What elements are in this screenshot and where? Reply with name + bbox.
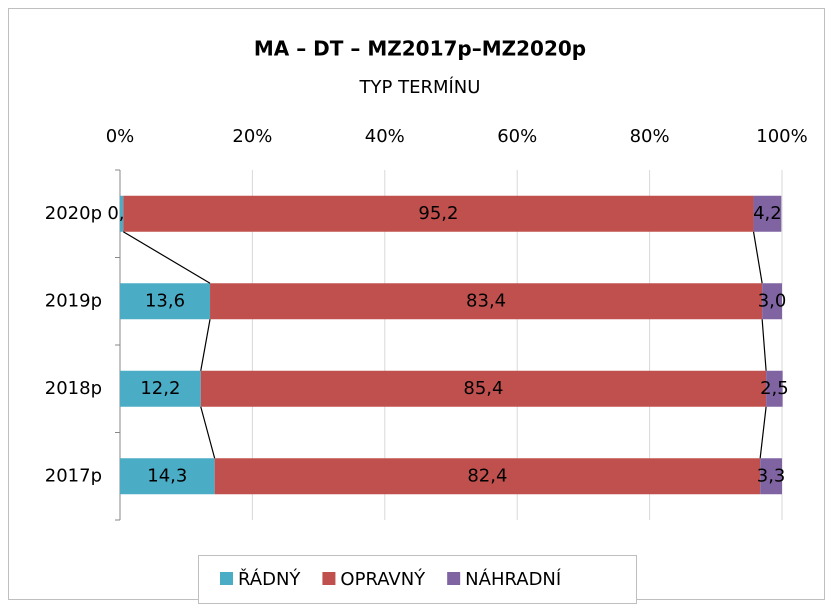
- bar-segment: [120, 283, 211, 320]
- legend-box: [198, 555, 637, 604]
- value-label: 3,0: [758, 290, 787, 311]
- legend-swatch: [220, 572, 233, 585]
- legend-label: OPRAVNÝ: [340, 568, 426, 590]
- value-label: 4,2: [753, 203, 782, 224]
- bar-segment: [210, 283, 763, 320]
- value-label: 95,2: [418, 203, 458, 224]
- legend-label: ŘÁDNÝ: [238, 568, 301, 590]
- series-line: [200, 406, 216, 459]
- series-line: [123, 231, 211, 284]
- bar-segment: [200, 370, 767, 407]
- value-label: 82,4: [467, 465, 507, 486]
- bar-segment: [120, 458, 215, 495]
- y-tick-label: 2019p: [45, 290, 102, 311]
- series-line: [752, 231, 763, 284]
- y-tick-label: 2018p: [45, 378, 102, 399]
- x-tick-label: 80%: [630, 126, 670, 147]
- y-tick-label: 2020p: [45, 203, 102, 224]
- chart-title: MA – DT – MZ2017p–MZ2020p: [254, 37, 586, 61]
- value-label: 14,3: [147, 465, 187, 486]
- value-label: 13,6: [145, 290, 185, 311]
- bar-segment: [120, 195, 124, 232]
- bar-segment: [753, 195, 782, 232]
- x-tick-label: 100%: [756, 126, 807, 147]
- value-label: 3,3: [757, 465, 786, 486]
- chart-subtitle: TYP TERMÍNU: [359, 76, 481, 98]
- series-line: [759, 406, 767, 459]
- value-label: 2,5: [760, 378, 789, 399]
- legend-swatch: [322, 572, 336, 585]
- x-tick-label: 0%: [106, 126, 135, 147]
- series-line: [761, 319, 767, 371]
- bar-segment: [123, 195, 754, 232]
- value-label: 83,4: [466, 290, 506, 311]
- series-line: [200, 319, 211, 371]
- x-tick-label: 20%: [232, 126, 272, 147]
- legend-swatch: [447, 572, 461, 585]
- y-tick-label: 2017p: [45, 465, 102, 486]
- bar-segment: [762, 283, 782, 320]
- value-label: 12,2: [140, 378, 180, 399]
- value-label: 85,4: [463, 378, 503, 399]
- bar-segment: [120, 370, 201, 407]
- x-tick-label: 40%: [365, 126, 405, 147]
- x-tick-label: 60%: [497, 126, 537, 147]
- bar-segment: [760, 458, 782, 495]
- legend-label: NÁHRADNÍ: [465, 568, 561, 590]
- bar-segment: [766, 370, 783, 407]
- bar-segment: [214, 458, 761, 495]
